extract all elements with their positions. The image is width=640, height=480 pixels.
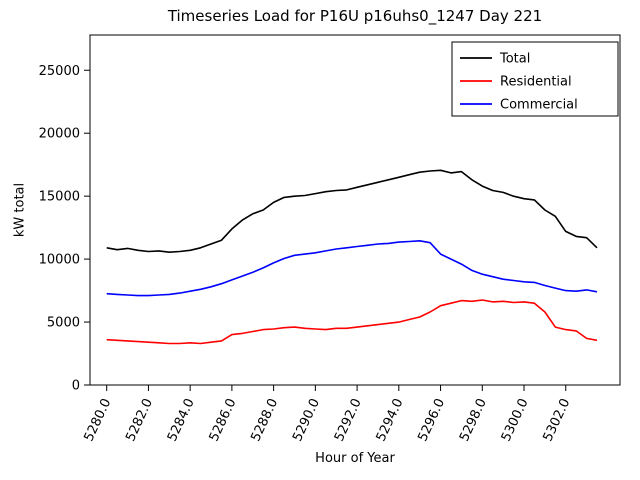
- x-axis-label: Hour of Year: [315, 451, 395, 466]
- x-tick-label: 5300.0: [499, 396, 532, 444]
- axes-spines: [89, 34, 621, 386]
- y-tick-label: 0: [72, 379, 80, 394]
- x-tick-label: 5298.0: [457, 396, 490, 444]
- y-tick-label: 20000: [39, 127, 80, 142]
- x-tick-label: 5294.0: [374, 396, 407, 444]
- x-tick-label: 5292.0: [332, 396, 365, 444]
- legend-label-total: Total: [499, 52, 530, 67]
- chart-title: Timeseries Load for P16U p16uhs0_1247 Da…: [167, 7, 543, 25]
- legend-label-residential: Residential: [500, 75, 572, 90]
- commercial-line: [106, 240, 598, 297]
- x-tick-label: 5286.0: [207, 396, 240, 444]
- legend-label-commercial: Commercial: [500, 98, 578, 113]
- y-tick-label: 25000: [39, 64, 80, 79]
- total-line: [106, 169, 598, 253]
- y-tick-label: 10000: [39, 253, 80, 268]
- residential-line: [106, 299, 598, 345]
- x-tick-label: 5302.0: [541, 396, 574, 444]
- x-tick-label: 5290.0: [290, 396, 323, 444]
- x-tick-label: 5282.0: [123, 396, 156, 444]
- x-tick-label: 5284.0: [165, 396, 198, 444]
- y-tick-label: 5000: [47, 316, 80, 331]
- x-tick-label: 5296.0: [415, 396, 448, 444]
- y-tick-label: 15000: [39, 190, 80, 205]
- x-tick-label: 5288.0: [248, 396, 281, 444]
- x-tick-label: 5280.0: [81, 396, 114, 444]
